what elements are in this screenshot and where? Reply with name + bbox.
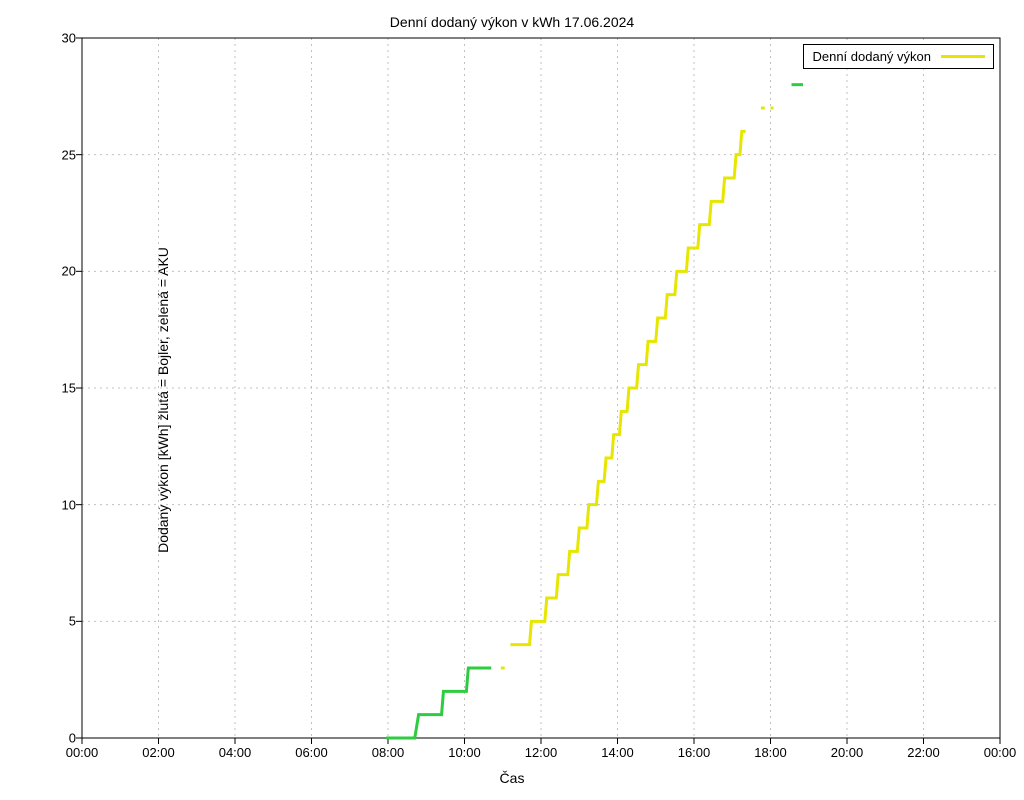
chart-title: Denní dodaný výkon v kWh 17.06.2024 — [0, 14, 1024, 30]
x-tick-label: 02:00 — [142, 745, 175, 760]
plot-area — [82, 38, 1000, 738]
y-tick-label: 15 — [62, 381, 76, 396]
x-tick-label: 12:00 — [525, 745, 558, 760]
legend-label: Denní dodaný výkon — [812, 49, 931, 64]
x-tick-label: 08:00 — [372, 745, 405, 760]
x-tick-label: 06:00 — [295, 745, 328, 760]
legend: Denní dodaný výkon — [803, 44, 994, 69]
y-tick-label: 10 — [62, 497, 76, 512]
x-tick-label: 18:00 — [754, 745, 787, 760]
chart-container: Denní dodaný výkon v kWh 17.06.2024 Doda… — [0, 0, 1024, 800]
x-tick-label: 20:00 — [831, 745, 864, 760]
y-tick-label: 0 — [69, 731, 76, 746]
y-tick-label: 25 — [62, 147, 76, 162]
x-axis-label: Čas — [0, 770, 1024, 786]
y-tick-label: 30 — [62, 31, 76, 46]
x-tick-label: 00:00 — [66, 745, 99, 760]
x-tick-label: 14:00 — [601, 745, 634, 760]
x-tick-label: 00:00 — [984, 745, 1017, 760]
y-tick-label: 5 — [69, 614, 76, 629]
y-tick-label: 20 — [62, 264, 76, 279]
x-tick-label: 16:00 — [678, 745, 711, 760]
x-tick-label: 04:00 — [219, 745, 252, 760]
legend-swatch — [941, 55, 985, 58]
x-tick-label: 22:00 — [907, 745, 940, 760]
x-tick-label: 10:00 — [448, 745, 481, 760]
